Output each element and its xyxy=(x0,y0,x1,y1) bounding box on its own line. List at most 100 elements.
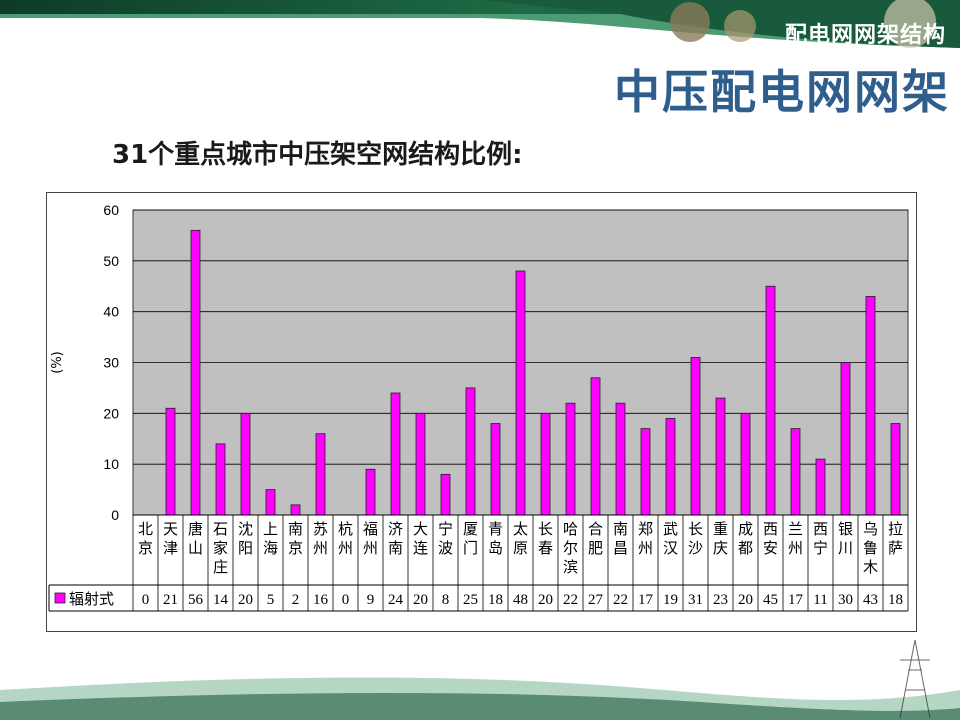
data-table-value: 20 xyxy=(238,592,253,608)
x-tick-label: 波 xyxy=(438,539,453,557)
x-tick-label: 青 xyxy=(488,520,503,538)
x-tick-label: 宁 xyxy=(438,520,453,538)
bar xyxy=(665,418,676,516)
x-tick-label: 兰 xyxy=(788,520,803,538)
data-table-value: 2 xyxy=(292,592,300,608)
y-tick-label: 20 xyxy=(103,405,119,421)
x-tick-label: 津 xyxy=(163,539,178,557)
x-tick-label: 山 xyxy=(188,539,203,557)
x-tick-label: 门 xyxy=(463,539,478,557)
x-tick-label: 南 xyxy=(288,520,303,538)
bar xyxy=(265,489,276,516)
data-table-value: 24 xyxy=(388,592,404,608)
bar xyxy=(615,402,626,516)
x-tick-label: 武 xyxy=(663,520,678,538)
bar xyxy=(165,407,176,516)
x-tick-label: 石 xyxy=(213,520,228,538)
y-tick-label: 40 xyxy=(103,304,119,320)
legend-label: 辐射式 xyxy=(69,590,114,608)
data-table-value: 27 xyxy=(588,592,604,608)
slide-title: 中压配电网网架 xyxy=(614,65,950,119)
bar xyxy=(415,412,426,516)
x-tick-label: 滨 xyxy=(563,558,578,576)
bar xyxy=(440,473,451,516)
bar xyxy=(390,392,401,516)
bar xyxy=(865,296,876,516)
x-tick-label: 萨 xyxy=(888,539,903,557)
x-tick-label: 长 xyxy=(538,520,553,538)
y-tick-label: 60 xyxy=(103,202,119,218)
bar xyxy=(215,443,226,516)
x-tick-label: 北 xyxy=(138,520,153,538)
bar xyxy=(540,412,551,516)
x-tick-label: 上 xyxy=(263,520,278,538)
bar xyxy=(515,270,526,516)
x-tick-label: 西 xyxy=(763,520,778,538)
x-tick-label: 州 xyxy=(313,539,328,557)
x-tick-label: 苏 xyxy=(313,520,328,538)
x-tick-label: 汉 xyxy=(663,539,678,557)
x-tick-label: 都 xyxy=(738,539,753,557)
x-tick-label: 安 xyxy=(763,539,778,557)
x-tick-label: 拉 xyxy=(888,520,903,538)
x-tick-label: 州 xyxy=(363,539,378,557)
chart-frame: 0 10 20 30 40 50 60 (%) 北京天津唐山石家庄沈阳上海南京苏州杭州福州济南… xyxy=(46,192,917,632)
data-table-value: 20 xyxy=(413,592,428,608)
bar xyxy=(815,458,826,516)
x-tick-label: 厦 xyxy=(463,520,478,538)
x-tick-label: 西 xyxy=(813,520,828,538)
x-tick-label: 木 xyxy=(863,558,878,576)
data-table-value: 16 xyxy=(313,592,329,608)
data-table-value: 11 xyxy=(813,592,827,608)
x-tick-label: 成 xyxy=(738,520,753,538)
bar xyxy=(490,423,501,516)
x-tick-label: 连 xyxy=(413,539,428,557)
x-tick-label: 唐 xyxy=(188,520,203,538)
data-table-value: 14 xyxy=(213,592,229,608)
x-tick-label: 南 xyxy=(388,539,403,557)
bottom-decoration xyxy=(0,639,960,720)
y-axis-label: (%) xyxy=(50,351,65,374)
x-tick-label: 州 xyxy=(338,539,353,557)
x-tick-label: 家 xyxy=(213,539,228,557)
data-table-value: 17 xyxy=(788,592,804,608)
x-tick-label: 太 xyxy=(513,520,528,538)
x-tick-label: 春 xyxy=(538,539,553,557)
x-tick-label: 重 xyxy=(713,520,728,538)
x-tick-label: 南 xyxy=(613,520,628,538)
data-table-value: 31 xyxy=(688,592,703,608)
x-tick-label: 鲁 xyxy=(863,539,878,557)
x-tick-label: 岛 xyxy=(488,539,503,557)
data-table-value: 17 xyxy=(638,592,654,608)
data-table-value: 20 xyxy=(538,592,553,608)
banner-label: 配电网网架结构 xyxy=(784,23,946,48)
x-tick-label: 州 xyxy=(638,539,653,557)
x-tick-label: 原 xyxy=(513,539,528,557)
x-tick-label: 宁 xyxy=(813,539,828,557)
x-tick-label: 哈 xyxy=(563,520,578,538)
x-tick-label: 天 xyxy=(163,520,178,538)
data-table-value: 5 xyxy=(267,592,275,608)
bar xyxy=(565,402,576,516)
bar xyxy=(790,428,801,516)
bar xyxy=(765,285,776,516)
data-table-value: 8 xyxy=(442,592,450,608)
y-tick-label: 10 xyxy=(103,456,119,472)
bar xyxy=(690,357,701,516)
bar xyxy=(290,504,301,516)
x-tick-label: 庄 xyxy=(213,558,228,576)
x-tick-label: 沙 xyxy=(688,539,703,557)
data-table-value: 19 xyxy=(663,592,678,608)
data-table-value: 20 xyxy=(738,592,753,608)
legend-swatch xyxy=(54,592,66,604)
x-tick-label: 沈 xyxy=(238,520,253,538)
x-tick-label: 肥 xyxy=(588,539,603,557)
bar xyxy=(590,377,601,516)
x-tick-label: 杭 xyxy=(338,520,353,538)
x-tick-label: 阳 xyxy=(238,539,253,557)
bar xyxy=(315,433,326,516)
bar xyxy=(840,362,851,516)
x-tick-label: 银 xyxy=(838,520,853,538)
data-table-value: 21 xyxy=(163,592,178,608)
y-tick-label: 30 xyxy=(103,355,119,371)
